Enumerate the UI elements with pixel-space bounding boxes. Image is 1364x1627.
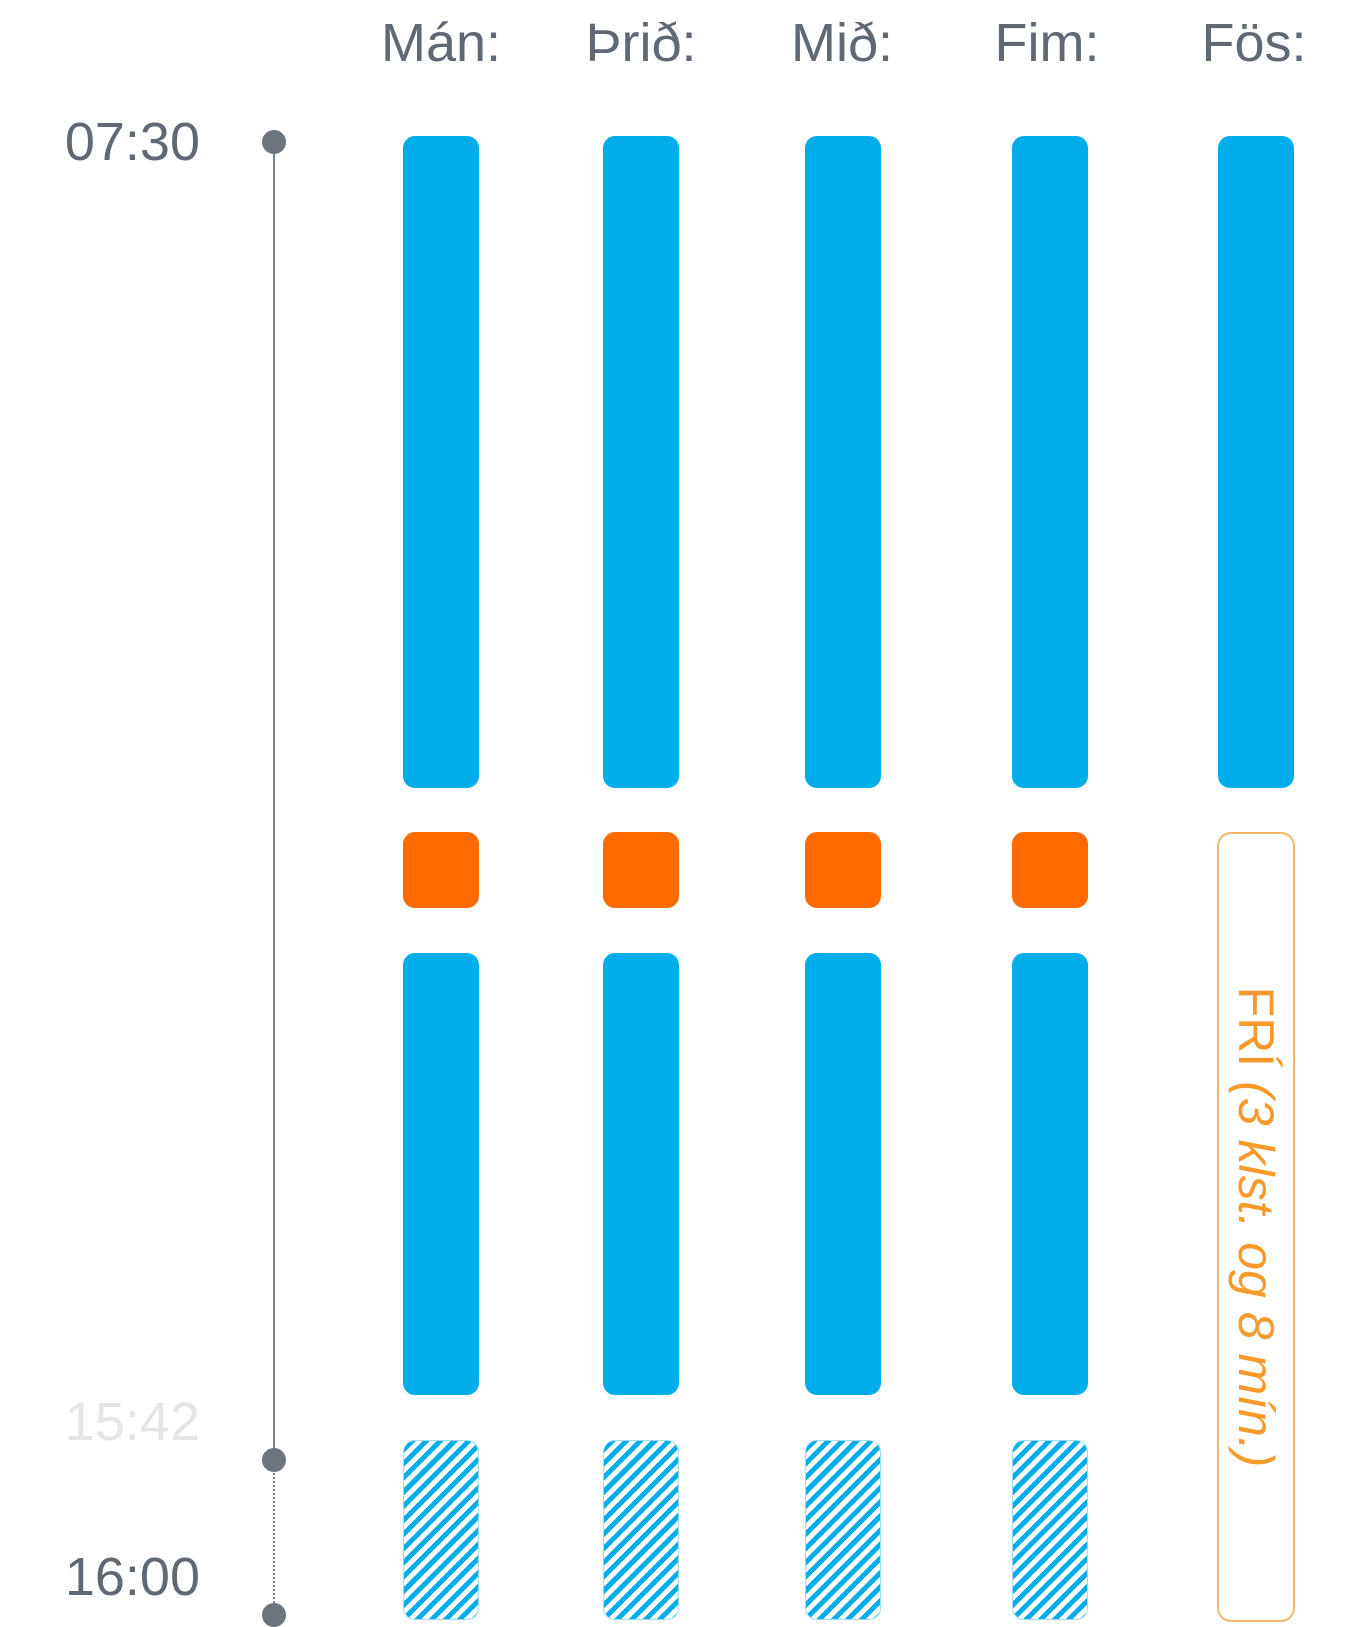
day-label-mon: Mán: (380, 13, 502, 73)
work-block-afternoon-mon (403, 953, 479, 1395)
work-block-morning-fri (1218, 136, 1294, 788)
axis-dot-marker (262, 1448, 286, 1472)
extra-time-block-wed (805, 1440, 881, 1620)
work-block-afternoon-thu (1012, 953, 1088, 1395)
friday-off-label: FRÍ (1228, 986, 1284, 1068)
work-block-morning-thu (1012, 136, 1088, 788)
break-block-thu (1012, 832, 1088, 908)
time-axis-line (273, 142, 275, 1460)
break-block-mon (403, 832, 479, 908)
friday-off-box: FRÍ (3 klst. og 8 mín.) (1217, 832, 1295, 1622)
friday-off-text: FRÍ (3 klst. og 8 mín.) (1228, 987, 1284, 1468)
day-label-thu: Fim: (994, 13, 1100, 73)
axis-dot-end (262, 1603, 286, 1627)
extra-time-block-thu (1012, 1440, 1088, 1620)
extra-time-block-tue (603, 1440, 679, 1620)
work-block-afternoon-wed (805, 953, 881, 1395)
break-block-tue (603, 832, 679, 908)
time-label-marker: 15:42 (64, 1392, 200, 1452)
work-block-morning-wed (805, 136, 881, 788)
time-label-start: 07:30 (64, 112, 200, 172)
break-block-wed (805, 832, 881, 908)
day-label-tue: Þrið: (585, 13, 697, 73)
friday-off-note: (3 klst. og 8 mín.) (1228, 1081, 1284, 1468)
work-block-afternoon-tue (603, 953, 679, 1395)
axis-dot-start (262, 130, 286, 154)
extra-time-block-mon (403, 1440, 479, 1620)
day-label-fri: Fös: (1201, 13, 1307, 73)
day-label-wed: Mið: (790, 13, 893, 73)
time-label-end: 16:00 (64, 1547, 200, 1607)
time-axis-dotted-segment (273, 1460, 275, 1615)
work-block-morning-tue (603, 136, 679, 788)
work-block-morning-mon (403, 136, 479, 788)
